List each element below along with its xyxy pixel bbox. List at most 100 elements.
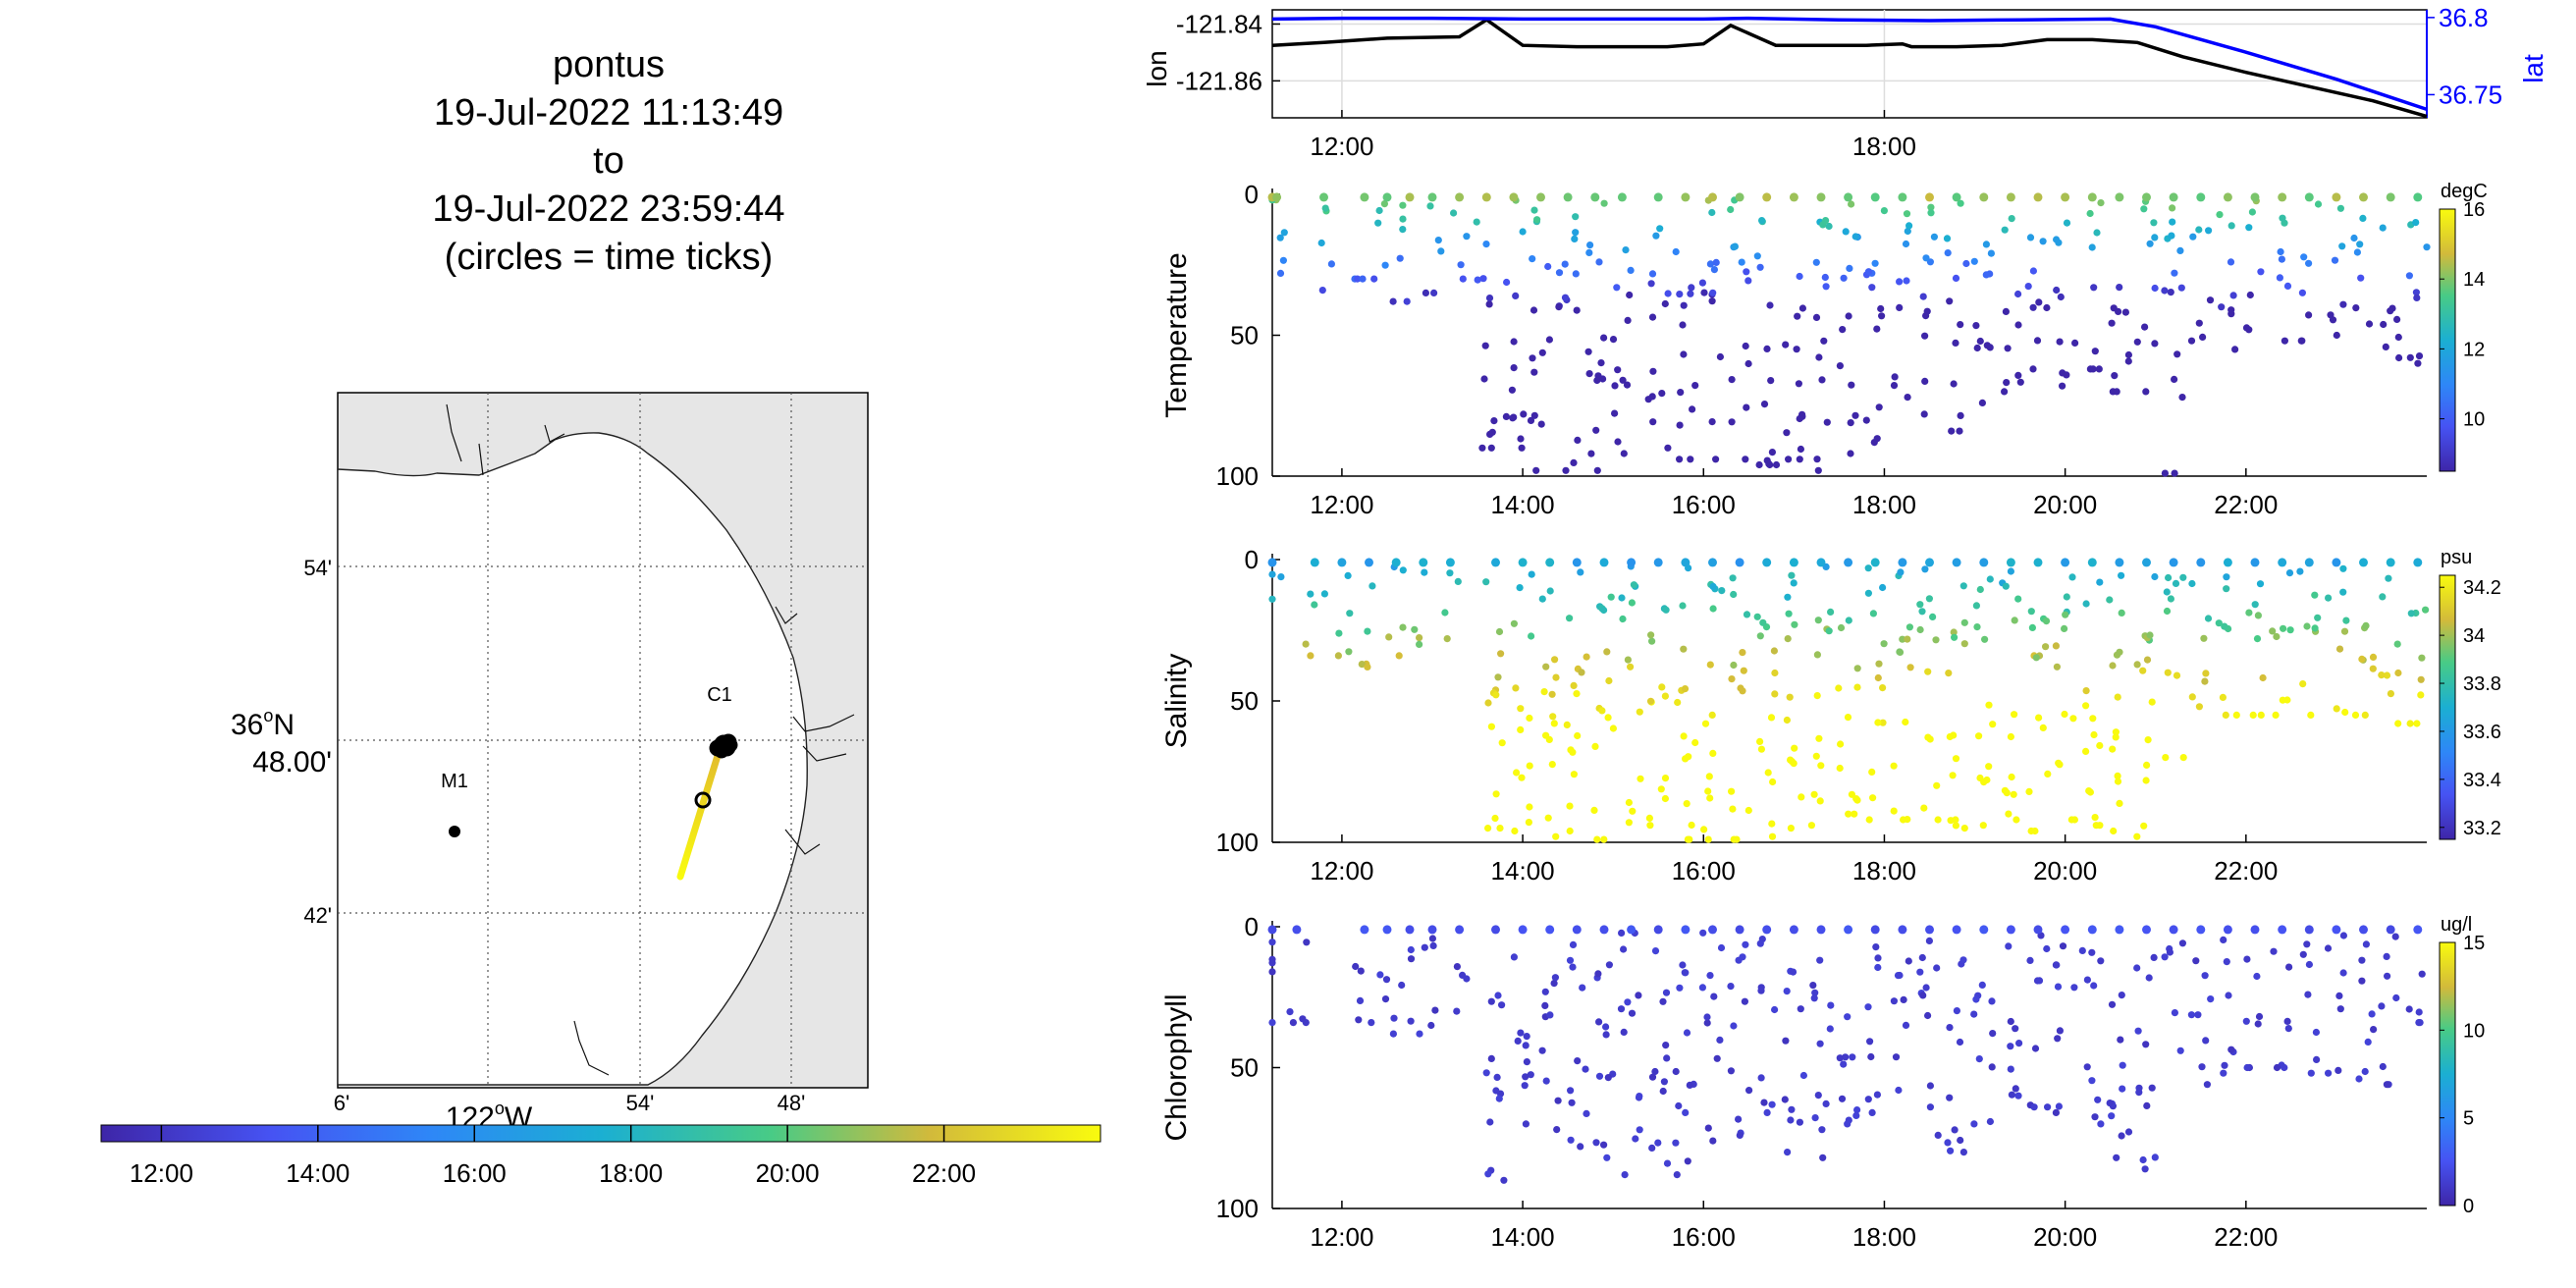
chlorophyll-data-point — [1653, 925, 1663, 935]
chlorophyll-data-point — [2378, 1002, 2386, 1010]
salinity-data-point — [1545, 558, 1555, 567]
salinity-data-point — [1900, 816, 1907, 824]
salinity-data-point — [1674, 698, 1682, 707]
chlorophyll-data-point — [1816, 925, 1826, 935]
temperature-data-point — [1529, 354, 1536, 362]
temperature-data-point — [1381, 261, 1389, 269]
chlorophyll-data-point — [1376, 971, 1384, 979]
salinity-data-point — [2044, 770, 2052, 778]
salinity-data-point — [1918, 608, 1926, 616]
salinity-data-point — [1484, 825, 1492, 832]
chlorophyll-data-point — [1757, 1074, 1765, 1082]
chlorophyll-data-point — [2150, 953, 2158, 962]
chlorophyll-data-point — [2108, 1112, 2116, 1120]
salinity-data-point — [1551, 656, 1559, 664]
chlorophyll-axis-label: Chlorophyll — [1160, 993, 1193, 1141]
salinity-data-point — [2162, 754, 2170, 762]
salinity-data-point — [1525, 819, 1532, 827]
chlorophyll-data-point — [2007, 1017, 2014, 1026]
chlorophyll-data-point — [1970, 1010, 1978, 1018]
salinity-data-point — [2202, 670, 2210, 677]
temperature-data-point — [1875, 403, 1883, 411]
chlorophyll-data-point — [1663, 1159, 1672, 1167]
chlorophyll-data-point — [2253, 972, 2261, 981]
salinity-data-point — [1709, 605, 1717, 613]
chlorophyll-data-point — [2006, 925, 2015, 935]
chlorophyll-data-point — [1545, 925, 1555, 935]
chlorophyll-data-point — [2339, 932, 2347, 939]
temperature-data-point — [1648, 393, 1656, 401]
temperature-data-point — [2169, 204, 2176, 212]
salinity-data-point — [1491, 814, 1499, 823]
salinity-data-point — [1446, 569, 1454, 577]
chlorophyll-data-point — [2091, 1113, 2099, 1121]
salinity-data-point — [2256, 580, 2265, 588]
chlorophyll-data-point — [1398, 981, 1406, 990]
temperature-data-point — [1572, 213, 1580, 221]
salinity-data-point — [2031, 827, 2039, 835]
vehicle-track — [676, 742, 724, 881]
chlorophyll-data-point — [2059, 942, 2067, 950]
temperature-data-point — [2405, 272, 2413, 280]
temperature-data-point — [2043, 303, 2051, 312]
temperature-data-point — [1864, 268, 1873, 276]
temperature-data-point — [1691, 382, 1699, 390]
temperature-data-point — [2014, 371, 2022, 379]
chlorophyll-data-point — [1789, 968, 1798, 976]
temperature-data-point — [1698, 279, 1706, 287]
salinity-data-point — [1788, 758, 1796, 766]
temperature-data-point — [2216, 211, 2224, 219]
salinity-data-point — [2140, 822, 2148, 830]
chlorophyll-data-point — [2364, 1038, 2372, 1046]
chlorophyll-data-point — [1495, 1095, 1503, 1102]
chlorophyll-data-point — [1292, 925, 1302, 935]
chlorophyll-data-point — [1617, 1005, 1626, 1013]
chlorophyll-data-point — [1487, 1054, 1495, 1062]
salinity-data-point — [2082, 747, 2090, 756]
chlorophyll-data-point — [1814, 1092, 1822, 1100]
salinity-data-point — [1783, 716, 1791, 724]
chlorophyll-data-point — [1675, 1101, 1683, 1110]
salinity-data-point — [1706, 794, 1714, 802]
chlorophyll-data-point — [1636, 1126, 1643, 1134]
salinity-data-point — [1790, 579, 1798, 587]
chlorophyll-data-point — [1867, 1052, 1875, 1061]
temperature-data-point — [1789, 192, 1798, 202]
chlorophyll-data-point — [1679, 961, 1687, 969]
temperature-data-point — [1561, 294, 1570, 301]
salinity-data-point — [1335, 629, 1343, 637]
salinity-data-point — [1680, 645, 1688, 653]
temperature-data-point — [1896, 278, 1904, 286]
chlorophyll-data-point — [2383, 952, 2390, 961]
time-colorbar-tick-label: 18:00 — [599, 1158, 663, 1188]
temperature-data-point — [1822, 217, 1830, 225]
chlorophyll-data-point — [2335, 992, 2343, 1000]
temperature-data-point — [1555, 303, 1563, 311]
chlorophyll-data-point — [1799, 1071, 1807, 1080]
chlorophyll-data-point — [1816, 956, 1824, 964]
salinity-data-point — [2269, 627, 2277, 635]
temperature-data-point — [1979, 192, 1989, 202]
temperature-data-point — [2195, 319, 2203, 327]
salinity-data-point — [1825, 627, 1833, 635]
temperature-data-point — [1920, 410, 1928, 418]
chlorophyll-data-point — [2169, 925, 2178, 935]
salinity-data-point — [1879, 684, 1887, 692]
temperature-data-point — [1944, 249, 1952, 257]
chlorophyll-data-point — [2119, 1061, 2126, 1069]
temperature-data-point — [1563, 192, 1573, 202]
temperature-data-point — [2093, 229, 2101, 237]
chlorophyll-data-point — [1522, 1042, 1530, 1049]
temperature-data-point — [2394, 333, 2402, 342]
chlorophyll-data-point — [1826, 1025, 1834, 1033]
chlorophyll-data-point — [2035, 977, 2044, 985]
salinity-data-point — [2173, 671, 2181, 679]
temperature-data-point — [2091, 348, 2099, 355]
salinity-data-point — [1960, 825, 1968, 832]
salinity-data-point — [1624, 656, 1632, 664]
salinity-data-point — [1681, 558, 1690, 567]
temperature-data-point — [1613, 284, 1621, 292]
temperature-data-point — [2413, 294, 2421, 301]
station-c1-label: C1 — [707, 684, 732, 706]
chlorophyll-data-point — [1356, 996, 1365, 1005]
